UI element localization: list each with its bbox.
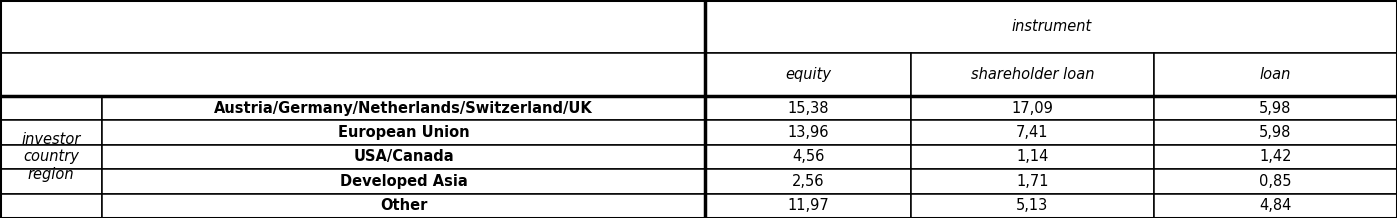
Bar <box>705 194 911 218</box>
Text: Other: Other <box>380 198 427 213</box>
Text: 7,41: 7,41 <box>1016 125 1049 140</box>
Bar <box>911 145 1154 169</box>
Bar <box>705 169 911 194</box>
Text: 17,09: 17,09 <box>1011 101 1053 116</box>
Bar <box>0 53 705 96</box>
Text: 5,13: 5,13 <box>1016 198 1049 213</box>
Text: USA/Canada: USA/Canada <box>353 150 454 164</box>
Text: 1,71: 1,71 <box>1016 174 1049 189</box>
Text: investor
country
region: investor country region <box>21 132 81 182</box>
Bar <box>102 194 705 218</box>
Text: 15,38: 15,38 <box>788 101 828 116</box>
Bar <box>911 169 1154 194</box>
Text: shareholder loan: shareholder loan <box>971 67 1094 82</box>
Text: instrument: instrument <box>1011 19 1091 34</box>
Bar <box>705 145 911 169</box>
Bar <box>0 0 705 53</box>
Bar <box>705 96 911 120</box>
Bar <box>911 53 1154 96</box>
Bar <box>0 194 102 218</box>
Bar <box>102 169 705 194</box>
Text: equity: equity <box>785 67 831 82</box>
Bar <box>0 96 102 120</box>
Text: 5,98: 5,98 <box>1259 101 1292 116</box>
Bar <box>0 145 102 169</box>
Bar <box>1154 145 1397 169</box>
Bar <box>911 120 1154 145</box>
Text: Developed Asia: Developed Asia <box>339 174 468 189</box>
Bar <box>1154 53 1397 96</box>
Bar <box>1154 194 1397 218</box>
Bar <box>0 120 102 145</box>
Bar <box>0 169 102 194</box>
Bar <box>1154 120 1397 145</box>
Text: 1,42: 1,42 <box>1259 150 1292 164</box>
Bar <box>911 194 1154 218</box>
Text: 13,96: 13,96 <box>788 125 828 140</box>
Text: European Union: European Union <box>338 125 469 140</box>
Bar <box>1154 96 1397 120</box>
Text: 11,97: 11,97 <box>788 198 828 213</box>
Bar <box>102 120 705 145</box>
Text: 1,14: 1,14 <box>1016 150 1049 164</box>
Text: 5,98: 5,98 <box>1259 125 1292 140</box>
Text: 4,84: 4,84 <box>1259 198 1292 213</box>
Bar <box>1154 169 1397 194</box>
Text: 4,56: 4,56 <box>792 150 824 164</box>
Text: Austria/Germany/Netherlands/Switzerland/UK: Austria/Germany/Netherlands/Switzerland/… <box>214 101 594 116</box>
Bar <box>102 96 705 120</box>
Text: 2,56: 2,56 <box>792 174 824 189</box>
Text: loan: loan <box>1260 67 1291 82</box>
Bar <box>911 96 1154 120</box>
Bar <box>705 0 1397 53</box>
Bar <box>102 145 705 169</box>
Bar <box>705 53 911 96</box>
Text: 0,85: 0,85 <box>1259 174 1292 189</box>
Bar <box>705 120 911 145</box>
